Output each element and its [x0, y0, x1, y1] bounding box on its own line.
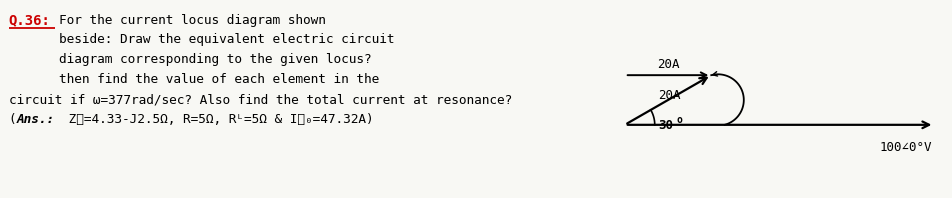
Text: For the current locus diagram shown: For the current locus diagram shown: [59, 14, 326, 27]
Text: Zᴄ=4.33-J2.5Ω, R=5Ω, Rᴸ=5Ω & Iᴛ₀=47.32A): Zᴄ=4.33-J2.5Ω, R=5Ω, Rᴸ=5Ω & Iᴛ₀=47.32A): [61, 113, 373, 126]
Text: 100∠0°V: 100∠0°V: [879, 141, 931, 154]
Text: diagram corresponding to the given locus?: diagram corresponding to the given locus…: [59, 53, 371, 66]
Text: 20A: 20A: [656, 58, 679, 71]
Text: Ans.:: Ans.:: [16, 113, 54, 126]
Text: o: o: [676, 115, 682, 125]
Text: (: (: [9, 113, 16, 126]
Text: 20A: 20A: [657, 89, 680, 102]
Text: then find the value of each element in the: then find the value of each element in t…: [59, 73, 379, 86]
Text: Q.36:: Q.36:: [9, 14, 50, 28]
Text: circuit if ω=377rad/sec? Also find the total current at resonance?: circuit if ω=377rad/sec? Also find the t…: [9, 93, 511, 106]
Text: beside: Draw the equivalent electric circuit: beside: Draw the equivalent electric cir…: [59, 33, 394, 47]
Text: 30: 30: [658, 119, 673, 132]
